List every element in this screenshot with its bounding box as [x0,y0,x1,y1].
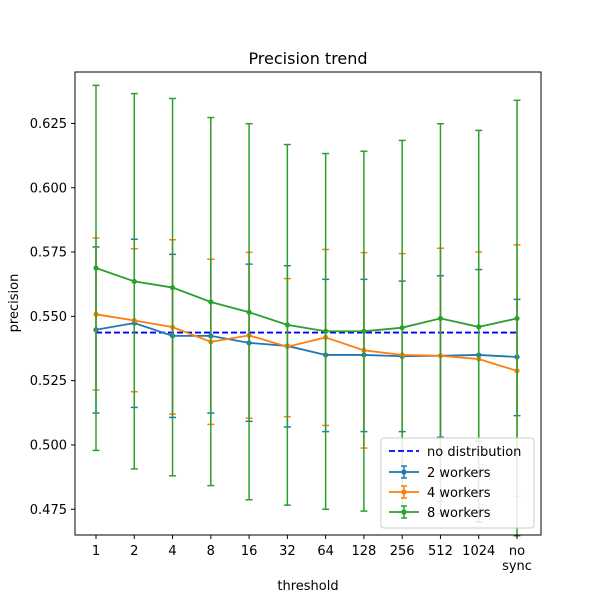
legend-label-4-workers: 4 workers [427,486,491,501]
data-point [323,328,329,334]
y-tick-label: 0.500 [30,438,67,453]
x-tick-label: 1024 [462,544,495,559]
x-tick-label: 1 [92,544,100,559]
data-point [476,324,482,330]
x-tick-label: 4 [168,544,176,559]
data-point [437,315,444,322]
legend-swatch-marker [401,509,407,515]
plot-frame [74,71,542,536]
data-point [246,309,252,315]
x-tick-label: no sync [502,544,532,574]
data-point [131,278,137,284]
x-tick-label: 256 [390,544,415,559]
y-tick-label: 0.625 [30,117,67,132]
data-point [361,328,367,334]
legend-label-8-workers: 8 workers [427,506,491,521]
data-point [169,284,176,291]
data-point [399,325,405,331]
y-tick-label: 0.575 [30,246,67,261]
x-tick-label: 32 [279,544,296,559]
data-point [514,315,520,322]
x-axis: 1 2 4 8 16 32 64 128 256 512 1024 no sync [92,535,532,574]
data-point [93,265,99,271]
legend-series: 2 workers 4 workers 8 workers [389,465,491,521]
y-axis: 0.475 0.500 0.525 0.550 0.575 0.600 0.625 [30,117,75,518]
series-line [95,267,518,333]
x-axis-label: threshold [277,579,338,594]
legend-swatch-marker [401,489,407,495]
data-point [284,322,290,328]
chart-title: Precision trend [248,49,367,68]
y-tick-label: 0.475 [30,503,67,518]
legend-label-2-workers: 2 workers [427,466,491,481]
legend-swatch-marker [401,469,407,475]
y-tick-label: 0.525 [30,374,67,389]
x-tick-label: 512 [428,544,453,559]
y-tick-label: 0.550 [30,310,67,325]
y-tick-label: 0.600 [30,181,67,196]
x-tick-label: 8 [207,544,215,559]
x-tick-label: 64 [317,544,334,559]
legend-box [380,437,535,529]
x-tick-label: 2 [130,544,138,559]
y-axis-label: precision [7,274,22,333]
data-point [208,299,214,305]
legend-label-no-distribution: no distribution [427,445,521,460]
series-line [95,313,518,372]
legend: no distribution 2 workers 4 workers 8 work… [380,437,535,529]
x-tick-label: 128 [351,544,376,559]
x-tick-label: 16 [241,544,258,559]
